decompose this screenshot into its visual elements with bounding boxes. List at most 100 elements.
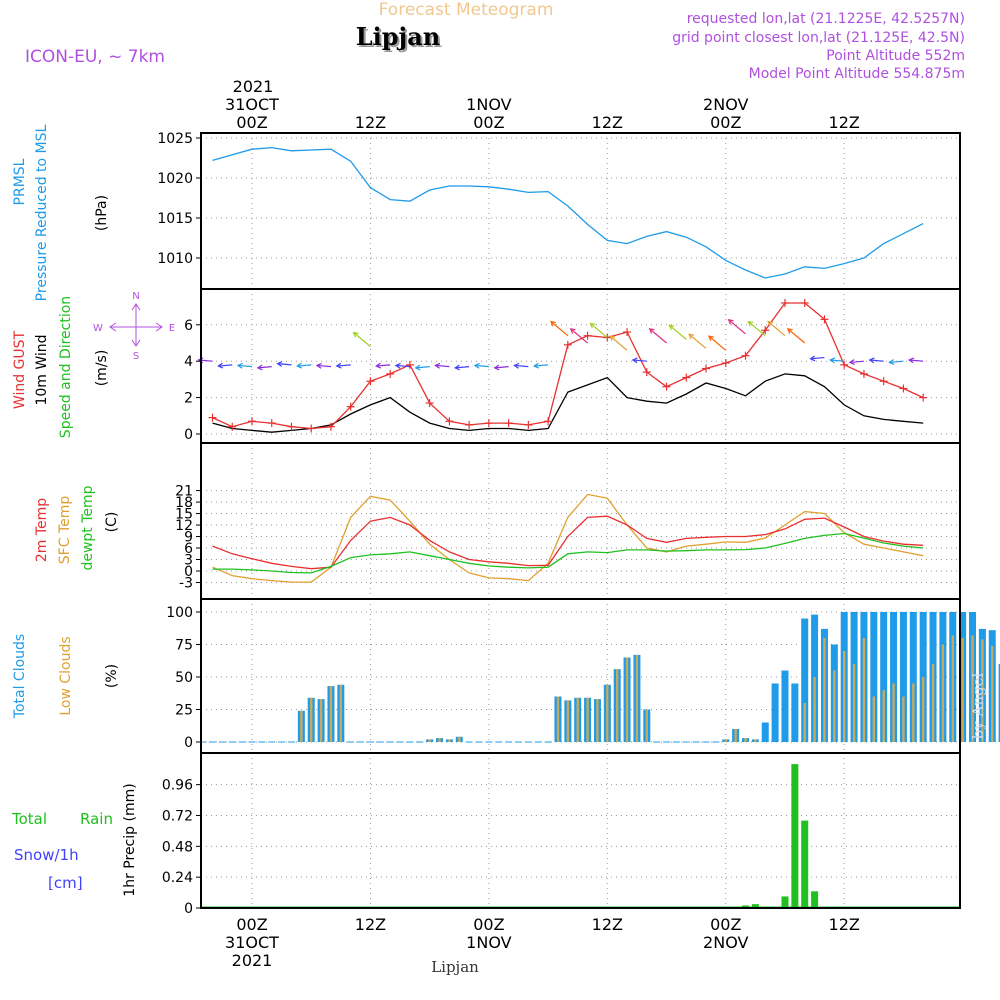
y-tick-label: 0 xyxy=(184,901,193,917)
wind-desc-label: Speed and Direction xyxy=(58,296,74,438)
wind-arrow-head xyxy=(453,364,461,371)
wind-arrow-head xyxy=(589,322,596,329)
low-cloud-bar xyxy=(586,697,589,742)
top-hour-label: 00Z xyxy=(473,113,504,132)
panel4-labels: Total Clouds Low Clouds (%) xyxy=(12,634,120,719)
low-cloud-bar xyxy=(813,677,816,742)
y-tick-label: 4 xyxy=(184,354,193,370)
watermark: by Angel xyxy=(969,672,987,739)
top-hour-label: 00Z xyxy=(236,113,267,132)
bottom-hour-label: 00Z xyxy=(473,915,504,934)
top-date-label: 1NOV xyxy=(466,95,511,114)
wind-arrow-head xyxy=(296,362,303,369)
precip-unit-label: 1hr Precip (mm) xyxy=(122,783,138,896)
wind-arrow xyxy=(609,335,628,351)
low-cloud-bar xyxy=(833,670,836,742)
wind-arrow xyxy=(748,321,766,337)
cloud-unit-label: (%) xyxy=(104,664,120,688)
low-cloud-bar xyxy=(892,683,895,742)
wind-arrow xyxy=(590,322,608,338)
low-cloud-bar xyxy=(448,739,451,742)
rain-bar xyxy=(742,905,749,908)
low-cloud-bar xyxy=(843,651,846,742)
total-cloud-bar xyxy=(771,683,779,742)
top-hour-label: 12Z xyxy=(592,113,623,132)
y-tick-label: 3 xyxy=(184,553,193,569)
gridlines xyxy=(201,133,960,909)
total-label: Total xyxy=(11,810,47,828)
bottom-hour-label: 12Z xyxy=(355,915,386,934)
total-cloud-bar xyxy=(781,670,789,742)
wind-arrow xyxy=(494,366,509,369)
low-cloud-bar xyxy=(625,657,629,742)
dewpt-label: dewpt Temp xyxy=(80,485,96,570)
rain-bar xyxy=(811,891,819,908)
wind-arrow-head xyxy=(631,357,638,364)
svg-text:S: S xyxy=(133,351,139,362)
bottom-date-label: 31OCT xyxy=(225,933,279,952)
low-cloud-bar xyxy=(931,664,935,742)
wind-arrow xyxy=(889,360,904,364)
low-cloud-bar xyxy=(971,635,974,742)
wind-arrow-head xyxy=(907,357,915,364)
total-cloud-bar xyxy=(909,612,917,742)
wind-arrow xyxy=(415,366,430,369)
requested-location: requested lon,lat (21.1225E, 42.5257N) xyxy=(687,11,965,27)
total-clouds-label: Total Clouds xyxy=(12,634,28,719)
temp-unit-label: (C) xyxy=(104,512,120,533)
low-cloud-bar xyxy=(951,635,954,742)
wind-arrow-head xyxy=(532,362,539,369)
low-cloud-bar xyxy=(921,677,925,742)
y-tick-label: 0 xyxy=(184,427,193,443)
wind-arrow-head xyxy=(688,333,695,340)
bottom-year-label: 2021 xyxy=(232,951,273,970)
wind-arrow-head xyxy=(829,357,836,364)
wind-arrow-head xyxy=(767,320,774,327)
wind-arrow-head xyxy=(888,359,895,365)
low-cloud-bar xyxy=(556,696,560,742)
low-cloud-bar xyxy=(981,639,984,742)
top-year-label: 2021 xyxy=(233,77,274,96)
sfc-temp-line xyxy=(212,493,924,583)
bottom-hour-label: 00Z xyxy=(710,915,741,934)
top-hour-label: 12Z xyxy=(355,113,386,132)
bottom-date-label: 2NOV xyxy=(703,933,748,952)
wind-arrow-head xyxy=(609,335,616,342)
wind-arrow-head xyxy=(809,355,816,362)
low-cloud-bar xyxy=(872,696,876,742)
y-tick-label: 0.48 xyxy=(162,839,193,855)
chart-title: Forecast Meteogram xyxy=(379,0,554,20)
y-tick-label: 75 xyxy=(175,638,193,654)
location-title: Lipjan xyxy=(356,22,440,51)
panel-frames xyxy=(196,132,961,909)
svg-text:E: E xyxy=(169,323,175,334)
panel1-labels: PRMSL Pressure Reduced to MSL (hPa) xyxy=(12,124,110,301)
wind-unit-label: (m/s) xyxy=(94,350,110,387)
panel-frame xyxy=(200,752,961,909)
y-tick-label: 100 xyxy=(166,605,193,621)
wind-arrow-head xyxy=(473,362,480,369)
wind-arrow-head xyxy=(513,362,520,369)
wind-arrow xyxy=(534,364,549,367)
wind-arrow-head xyxy=(315,362,322,369)
wind-arrow xyxy=(297,364,312,367)
low-cloud-bar xyxy=(428,739,431,742)
panel5-labels: Total Rain Snow/1h [cm] 1hr Precip (mm) xyxy=(11,783,138,896)
low-cloud-bar xyxy=(645,709,648,742)
total-cloud-bar xyxy=(899,612,907,742)
location-title-shadow: Lipjan xyxy=(358,24,442,53)
y-tick-label: 1010 xyxy=(157,251,193,267)
low-cloud-bar xyxy=(300,710,303,742)
wind-arrow xyxy=(570,328,588,344)
wind-arrow xyxy=(632,359,647,362)
low-cloud-bar xyxy=(823,638,826,742)
gust-label: Wind GUST xyxy=(12,330,28,409)
low-cloud-bar xyxy=(754,739,757,742)
bottom-hour-label: 12Z xyxy=(592,915,623,934)
wind-arrow xyxy=(316,364,332,368)
y-tick-label: 1015 xyxy=(157,211,193,227)
wind-arrow xyxy=(474,364,489,368)
low-cloud-bar xyxy=(615,669,619,742)
wind-arrow-head xyxy=(747,320,754,327)
rain-bar xyxy=(781,896,789,908)
